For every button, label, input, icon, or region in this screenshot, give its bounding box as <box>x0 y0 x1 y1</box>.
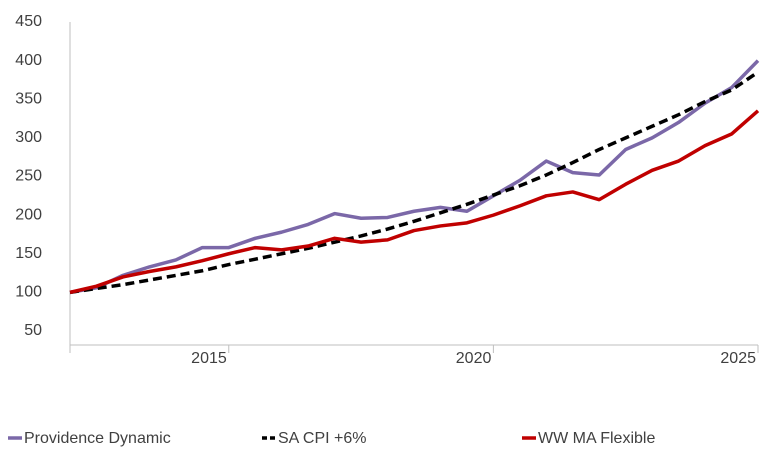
y-tick-label: 50 <box>24 322 42 339</box>
y-tick-label: 200 <box>15 206 42 223</box>
legend-label: SA CPI +6% <box>278 430 367 447</box>
x-tick-label: 2020 <box>456 350 492 367</box>
y-tick-label: 300 <box>15 129 42 146</box>
legend-label: WW MA Flexible <box>538 430 655 447</box>
y-tick-label: 250 <box>15 168 42 185</box>
x-tick-label: 2025 <box>720 350 756 367</box>
legend-label: Providence Dynamic <box>24 430 171 447</box>
y-tick-label: 400 <box>15 52 42 69</box>
series-line <box>69 59 760 295</box>
y-tick-label: 150 <box>15 245 42 262</box>
y-tick-label: 450 <box>15 13 42 30</box>
y-tick-label: 100 <box>15 284 42 301</box>
x-tick-label: 2015 <box>191 350 227 367</box>
y-tick-label: 350 <box>15 90 42 107</box>
series-line <box>69 70 759 295</box>
series-line <box>69 109 760 295</box>
